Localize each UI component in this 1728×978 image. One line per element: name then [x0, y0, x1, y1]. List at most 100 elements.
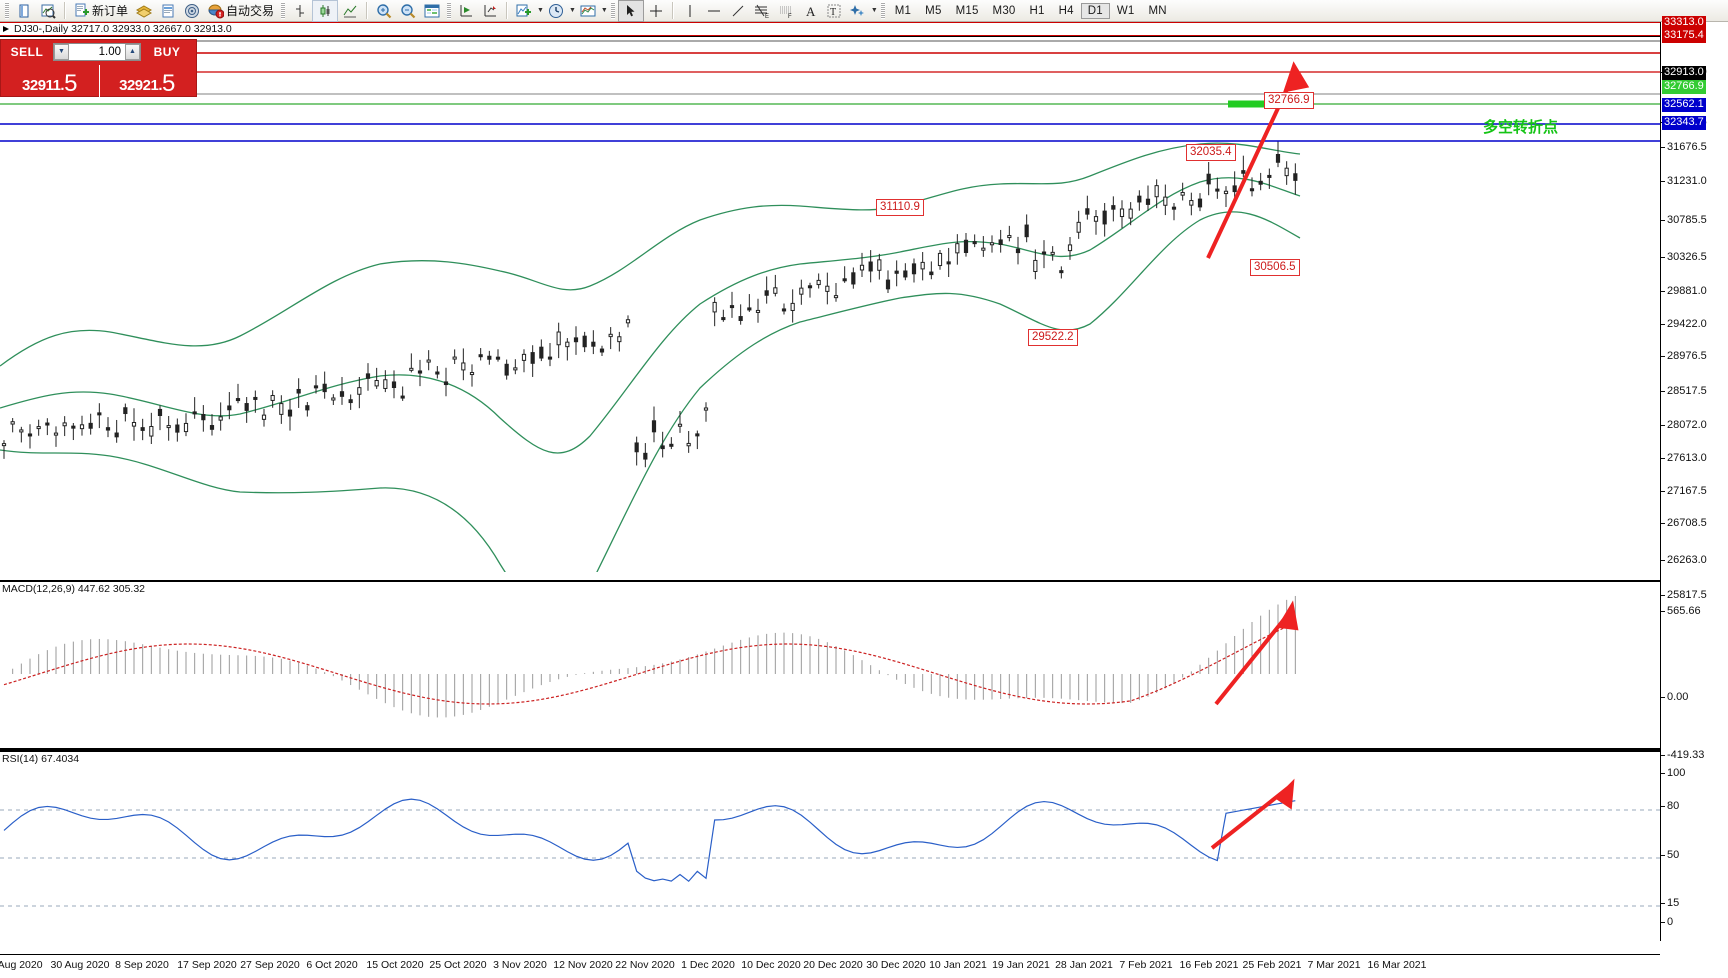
templates-chevron-down-icon[interactable]: ▼	[600, 6, 608, 14]
zoom-in-icon[interactable]	[372, 1, 396, 21]
period-icon[interactable]	[544, 1, 568, 21]
price-tick: 28976.5	[1661, 350, 1707, 362]
time-axis-label: 1 Dec 2020	[681, 959, 735, 971]
channel-icon[interactable]: F	[774, 1, 798, 21]
sell-button[interactable]: SELL	[10, 44, 44, 59]
timeframe-m15[interactable]: M15	[955, 4, 979, 17]
trade-panel-price-row: 32911. 5 32921. 5	[1, 63, 196, 96]
price-tag: 33313.0	[1662, 16, 1706, 30]
layers-icon[interactable]	[132, 1, 156, 21]
time-axis-label: 10 Jan 2021	[929, 959, 987, 971]
price-scale[interactable]: 33040.032135.531676.531231.030785.530326…	[1660, 16, 1728, 941]
main-toolbar: 新订单 自动交易 ▼ ▼ ▼	[0, 0, 1728, 22]
price-pane[interactable]: 32766.9 32035.4 31110.9 30506.5 29522.2 …	[0, 36, 1660, 572]
indicators-chevron-down-icon[interactable]: ▼	[537, 6, 544, 14]
fibonacci-icon[interactable]: E	[750, 1, 774, 21]
signals-icon[interactable]	[180, 1, 204, 21]
autotrading-button[interactable]: 自动交易	[204, 1, 278, 21]
price-tag: 32343.7	[1662, 116, 1706, 130]
bar-chart-icon[interactable]	[288, 1, 312, 21]
time-axis-label: 25 Feb 2021	[1242, 959, 1302, 971]
macd-pane[interactable]: MACD(12,26,9) 447.62 305.32	[0, 580, 1660, 750]
timeframe-h4[interactable]: H4	[1058, 4, 1074, 17]
vertical-line-icon[interactable]	[678, 1, 702, 21]
line-chart-icon[interactable]	[338, 1, 362, 21]
timeframe-m1[interactable]: M1	[894, 4, 912, 17]
trendline-icon[interactable]	[726, 1, 750, 21]
crosshair-icon[interactable]	[644, 1, 668, 21]
templates-icon[interactable]	[576, 1, 600, 21]
lot-size-input[interactable]: 1.00	[98, 45, 121, 58]
price-annotation-32035: 32035.4	[1186, 144, 1236, 161]
toolbar-grip-2[interactable]	[281, 2, 286, 19]
lot-size-stepper[interactable]: ▼ 1.00 ▲	[53, 42, 141, 61]
time-axis-label: 6 Oct 2020	[306, 959, 358, 971]
magnifier-chart-icon[interactable]	[36, 1, 60, 21]
document-icon[interactable]	[12, 1, 36, 21]
timeframe-w1[interactable]: W1	[1116, 4, 1135, 17]
lot-increase-button[interactable]: ▲	[125, 43, 140, 60]
price-tick: 27613.0	[1661, 452, 1707, 464]
chart-cursor-icon	[3, 26, 9, 32]
lot-decrease-button[interactable]: ▼	[54, 43, 69, 60]
autotrading-label: 自动交易	[226, 4, 275, 18]
indicators-icon[interactable]	[512, 1, 536, 21]
timeframe-mn[interactable]: MN	[1148, 4, 1167, 17]
macd-tick: -419.33	[1661, 749, 1704, 761]
sell-price[interactable]: 32911. 5	[1, 63, 99, 96]
toolbar-grip-3[interactable]	[447, 2, 452, 19]
price-annotation-29522: 29522.2	[1028, 329, 1078, 346]
symbol-info-text: DJ30-,Daily 32717.0 32933.0 32667.0 3291…	[14, 23, 232, 35]
text-icon[interactable]: A	[798, 1, 822, 21]
time-axis-label: 0 Aug 2020	[0, 959, 43, 971]
price-tick: 26708.5	[1661, 517, 1707, 529]
svg-text:T: T	[830, 7, 836, 18]
price-annotation-31110: 31110.9	[876, 199, 924, 216]
price-tag: 32562.1	[1662, 98, 1706, 112]
time-axis-label: 16 Mar 2021	[1367, 959, 1427, 971]
buy-price[interactable]: 32921. 5	[99, 63, 197, 96]
price-annotation-30506: 30506.5	[1250, 259, 1300, 276]
rsi-pane[interactable]: RSI(14) 67.4034	[0, 750, 1660, 954]
time-axis-label: 7 Feb 2021	[1119, 959, 1173, 971]
timeframe-m5[interactable]: M5	[925, 4, 942, 17]
new-order-button[interactable]: 新订单	[70, 1, 132, 21]
buy-button[interactable]: BUY	[153, 44, 181, 59]
auto-scroll-icon[interactable]	[478, 1, 502, 21]
shapes-chevron-down-icon[interactable]: ▼	[870, 6, 878, 14]
timeframe-h1[interactable]: H1	[1029, 4, 1045, 17]
macd-label: MACD(12,26,9) 447.62 305.32	[2, 583, 146, 595]
price-tick: 27167.5	[1661, 485, 1707, 497]
rsi-tick: 80	[1661, 800, 1679, 812]
sell-price-integer: 32911	[22, 77, 61, 94]
period-chevron-down-icon[interactable]: ▼	[568, 6, 576, 14]
time-axis-label: 3 Nov 2020	[493, 959, 547, 971]
toolbar-grip[interactable]	[5, 2, 9, 19]
candlestick-chart-icon[interactable]	[312, 0, 339, 22]
one-click-trading-panel[interactable]: SELL ▼ 1.00 ▲ BUY 32911. 5 32921. 5	[0, 39, 197, 97]
timeframe-m30[interactable]: M30	[992, 4, 1016, 17]
price-tick: 31231.0	[1661, 175, 1707, 187]
horizontal-line-icon[interactable]	[702, 1, 726, 21]
label-icon[interactable]: T	[822, 1, 846, 21]
toolbar-grip-5[interactable]	[880, 2, 885, 19]
timeframe-d1[interactable]: D1	[1080, 2, 1110, 19]
shift-end-icon[interactable]	[454, 1, 478, 21]
price-chart-svg	[0, 36, 1660, 572]
cursor-icon[interactable]	[617, 0, 644, 22]
zoom-out-icon[interactable]	[396, 1, 420, 21]
toolbar-divider	[64, 2, 66, 19]
time-axis-label: 19 Jan 2021	[992, 959, 1050, 971]
macd-tick: 565.66	[1661, 605, 1701, 617]
rsi-tick: 50	[1661, 849, 1679, 861]
toolbar-grip-4[interactable]	[610, 2, 615, 19]
price-tick: 29422.0	[1661, 318, 1707, 330]
price-tag: 32913.0	[1662, 66, 1706, 80]
shapes-icon[interactable]	[846, 1, 870, 21]
chart-canvas[interactable]: 32766.9 32035.4 31110.9 30506.5 29522.2 …	[0, 36, 1660, 978]
expert-advisor-icon[interactable]	[156, 1, 180, 21]
buy-price-integer: 32921	[119, 77, 159, 94]
time-axis-label: 27 Sep 2020	[240, 959, 300, 971]
data-window-icon[interactable]	[420, 1, 444, 21]
time-axis-label: 8 Sep 2020	[115, 959, 169, 971]
